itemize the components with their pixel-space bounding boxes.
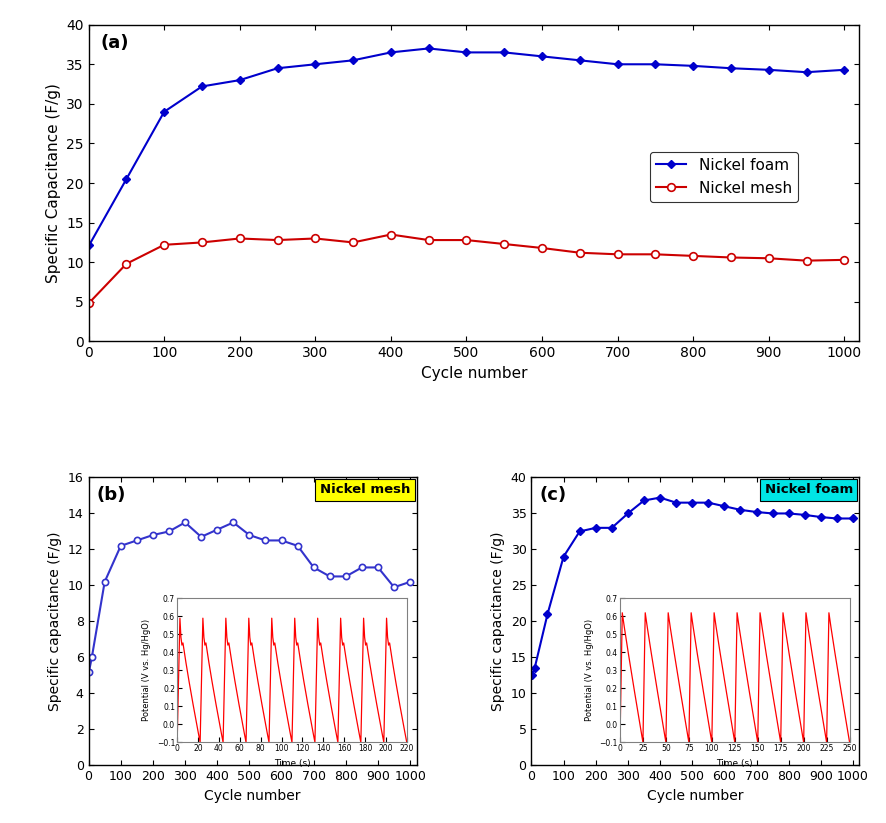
Nickel mesh	[574, 248, 585, 258]
Nickel foam	[310, 59, 321, 69]
Nickel mesh	[159, 239, 169, 249]
Nickel mesh	[537, 243, 548, 253]
Text: Nickel mesh: Nickel mesh	[320, 483, 410, 496]
Nickel foam	[348, 55, 359, 65]
Y-axis label: Specific capacitance (F/g): Specific capacitance (F/g)	[49, 532, 62, 711]
Nickel foam	[839, 65, 850, 75]
Nickel foam	[650, 59, 661, 69]
Nickel foam	[424, 44, 434, 53]
Nickel foam	[385, 48, 396, 58]
Nickel foam	[84, 239, 95, 249]
Nickel foam	[272, 63, 283, 73]
Text: (a): (a)	[100, 35, 128, 52]
Nickel mesh	[84, 298, 95, 308]
Nickel foam	[197, 81, 207, 91]
Nickel mesh	[801, 256, 812, 266]
Nickel mesh	[310, 234, 321, 244]
Nickel mesh	[764, 253, 774, 263]
Nickel mesh	[424, 235, 434, 245]
X-axis label: Cycle number: Cycle number	[421, 366, 527, 381]
Nickel foam	[537, 51, 548, 61]
Text: (b): (b)	[97, 486, 126, 504]
Y-axis label: Specific capacitance (F/g): Specific capacitance (F/g)	[491, 532, 505, 711]
Nickel foam	[159, 107, 169, 117]
Nickel foam	[574, 55, 585, 65]
Line: Nickel mesh: Nickel mesh	[86, 230, 848, 306]
Nickel mesh	[499, 239, 509, 249]
Nickel foam	[612, 59, 623, 69]
Nickel mesh	[235, 234, 245, 244]
Text: Nickel foam: Nickel foam	[765, 483, 853, 496]
Nickel mesh	[839, 255, 850, 265]
Nickel mesh	[688, 251, 698, 261]
Nickel foam	[688, 61, 698, 71]
Nickel mesh	[650, 249, 661, 259]
Nickel mesh	[121, 259, 132, 269]
X-axis label: Cycle number: Cycle number	[205, 788, 301, 802]
Nickel mesh	[197, 238, 207, 248]
Nickel foam	[801, 67, 812, 77]
Legend: Nickel foam, Nickel mesh: Nickel foam, Nickel mesh	[649, 151, 797, 202]
Nickel mesh	[385, 230, 396, 239]
Nickel mesh	[726, 253, 736, 263]
Nickel foam	[121, 174, 132, 184]
Nickel foam	[499, 48, 509, 58]
Nickel mesh	[612, 249, 623, 259]
X-axis label: Cycle number: Cycle number	[647, 788, 743, 802]
Nickel foam	[764, 65, 774, 75]
Nickel foam	[235, 75, 245, 85]
Nickel mesh	[272, 235, 283, 245]
Nickel foam	[461, 48, 471, 58]
Nickel foam	[726, 63, 736, 73]
Y-axis label: Specific Capacitance (F/g): Specific Capacitance (F/g)	[45, 83, 60, 283]
Text: (c): (c)	[540, 486, 567, 504]
Nickel mesh	[348, 238, 359, 248]
Line: Nickel foam: Nickel foam	[86, 45, 847, 248]
Nickel mesh	[461, 235, 471, 245]
